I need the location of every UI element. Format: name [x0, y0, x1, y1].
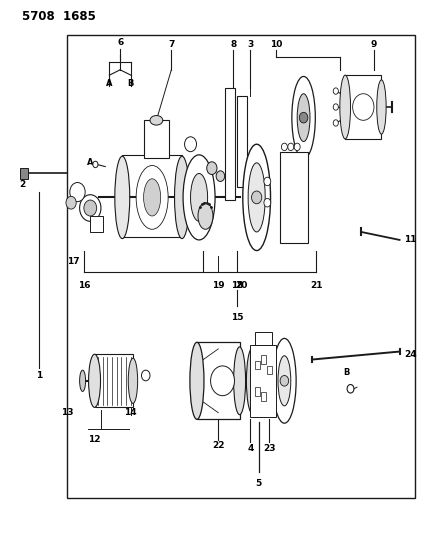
- Circle shape: [93, 161, 98, 167]
- Bar: [225, 88, 235, 200]
- Bar: [255, 361, 260, 369]
- Ellipse shape: [128, 358, 138, 403]
- Bar: [67, 35, 414, 498]
- Circle shape: [80, 195, 101, 221]
- Text: 2: 2: [19, 180, 25, 189]
- Text: 8: 8: [230, 40, 236, 49]
- Text: 13: 13: [61, 408, 73, 417]
- Ellipse shape: [278, 356, 291, 406]
- Bar: [238, 96, 247, 187]
- Ellipse shape: [150, 116, 163, 125]
- Ellipse shape: [292, 76, 315, 159]
- Circle shape: [281, 143, 287, 151]
- Bar: [144, 120, 169, 158]
- Circle shape: [333, 88, 339, 94]
- Circle shape: [184, 137, 196, 152]
- Text: 9: 9: [371, 40, 377, 49]
- Circle shape: [70, 182, 85, 201]
- Text: 14: 14: [125, 408, 137, 417]
- Text: 21: 21: [310, 280, 323, 289]
- Text: 11: 11: [404, 236, 416, 245]
- Text: 17: 17: [67, 257, 80, 265]
- Text: A: A: [87, 158, 94, 167]
- Text: 20: 20: [235, 280, 248, 289]
- Circle shape: [207, 162, 217, 174]
- Text: B: B: [343, 368, 349, 377]
- Bar: [261, 356, 266, 364]
- Text: 7: 7: [168, 40, 175, 49]
- Text: 24: 24: [404, 350, 416, 359]
- Ellipse shape: [273, 338, 296, 423]
- Text: 19: 19: [212, 280, 225, 289]
- Circle shape: [211, 366, 235, 395]
- Ellipse shape: [190, 342, 204, 419]
- Ellipse shape: [297, 94, 310, 142]
- Circle shape: [294, 143, 300, 151]
- Bar: [261, 392, 266, 401]
- Text: 5: 5: [256, 479, 262, 488]
- Bar: [268, 366, 273, 374]
- Bar: [95, 354, 133, 407]
- Bar: [197, 342, 240, 419]
- Ellipse shape: [190, 173, 208, 221]
- Circle shape: [353, 94, 374, 120]
- Circle shape: [264, 198, 271, 207]
- Circle shape: [142, 370, 150, 381]
- Circle shape: [264, 177, 271, 185]
- Bar: [255, 332, 272, 345]
- Ellipse shape: [340, 75, 351, 139]
- Text: 18: 18: [231, 280, 244, 289]
- Bar: [122, 155, 182, 237]
- Bar: [250, 345, 276, 417]
- Text: 15: 15: [231, 312, 244, 321]
- Circle shape: [333, 120, 339, 126]
- Circle shape: [333, 104, 339, 110]
- Ellipse shape: [136, 165, 168, 229]
- Bar: [345, 75, 381, 139]
- Ellipse shape: [175, 156, 190, 239]
- Ellipse shape: [183, 155, 215, 240]
- Ellipse shape: [248, 163, 265, 232]
- Circle shape: [347, 384, 354, 393]
- Circle shape: [216, 171, 225, 181]
- Circle shape: [299, 112, 308, 123]
- Circle shape: [66, 196, 76, 209]
- Ellipse shape: [115, 156, 130, 239]
- Text: 22: 22: [212, 441, 225, 450]
- Text: 1: 1: [36, 371, 42, 380]
- Circle shape: [84, 200, 97, 216]
- Circle shape: [252, 191, 262, 204]
- Circle shape: [280, 375, 288, 386]
- Ellipse shape: [80, 370, 86, 391]
- Text: 10: 10: [270, 40, 282, 49]
- Ellipse shape: [198, 203, 213, 229]
- Text: 5708  1685: 5708 1685: [22, 10, 96, 23]
- Circle shape: [288, 143, 294, 151]
- Text: 4: 4: [247, 444, 253, 453]
- Bar: [90, 216, 103, 232]
- Ellipse shape: [89, 354, 101, 407]
- Ellipse shape: [144, 179, 160, 216]
- Bar: [280, 152, 308, 243]
- Text: 3: 3: [247, 40, 253, 49]
- Text: A: A: [106, 78, 113, 87]
- Text: 16: 16: [77, 280, 90, 289]
- Text: 6: 6: [117, 38, 123, 47]
- Text: 12: 12: [88, 435, 101, 444]
- Bar: [255, 387, 260, 395]
- Ellipse shape: [377, 80, 386, 134]
- Ellipse shape: [243, 144, 270, 251]
- Bar: [20, 168, 27, 179]
- Ellipse shape: [234, 347, 246, 415]
- Text: B: B: [128, 78, 134, 87]
- Text: 23: 23: [263, 444, 276, 453]
- Ellipse shape: [247, 348, 259, 414]
